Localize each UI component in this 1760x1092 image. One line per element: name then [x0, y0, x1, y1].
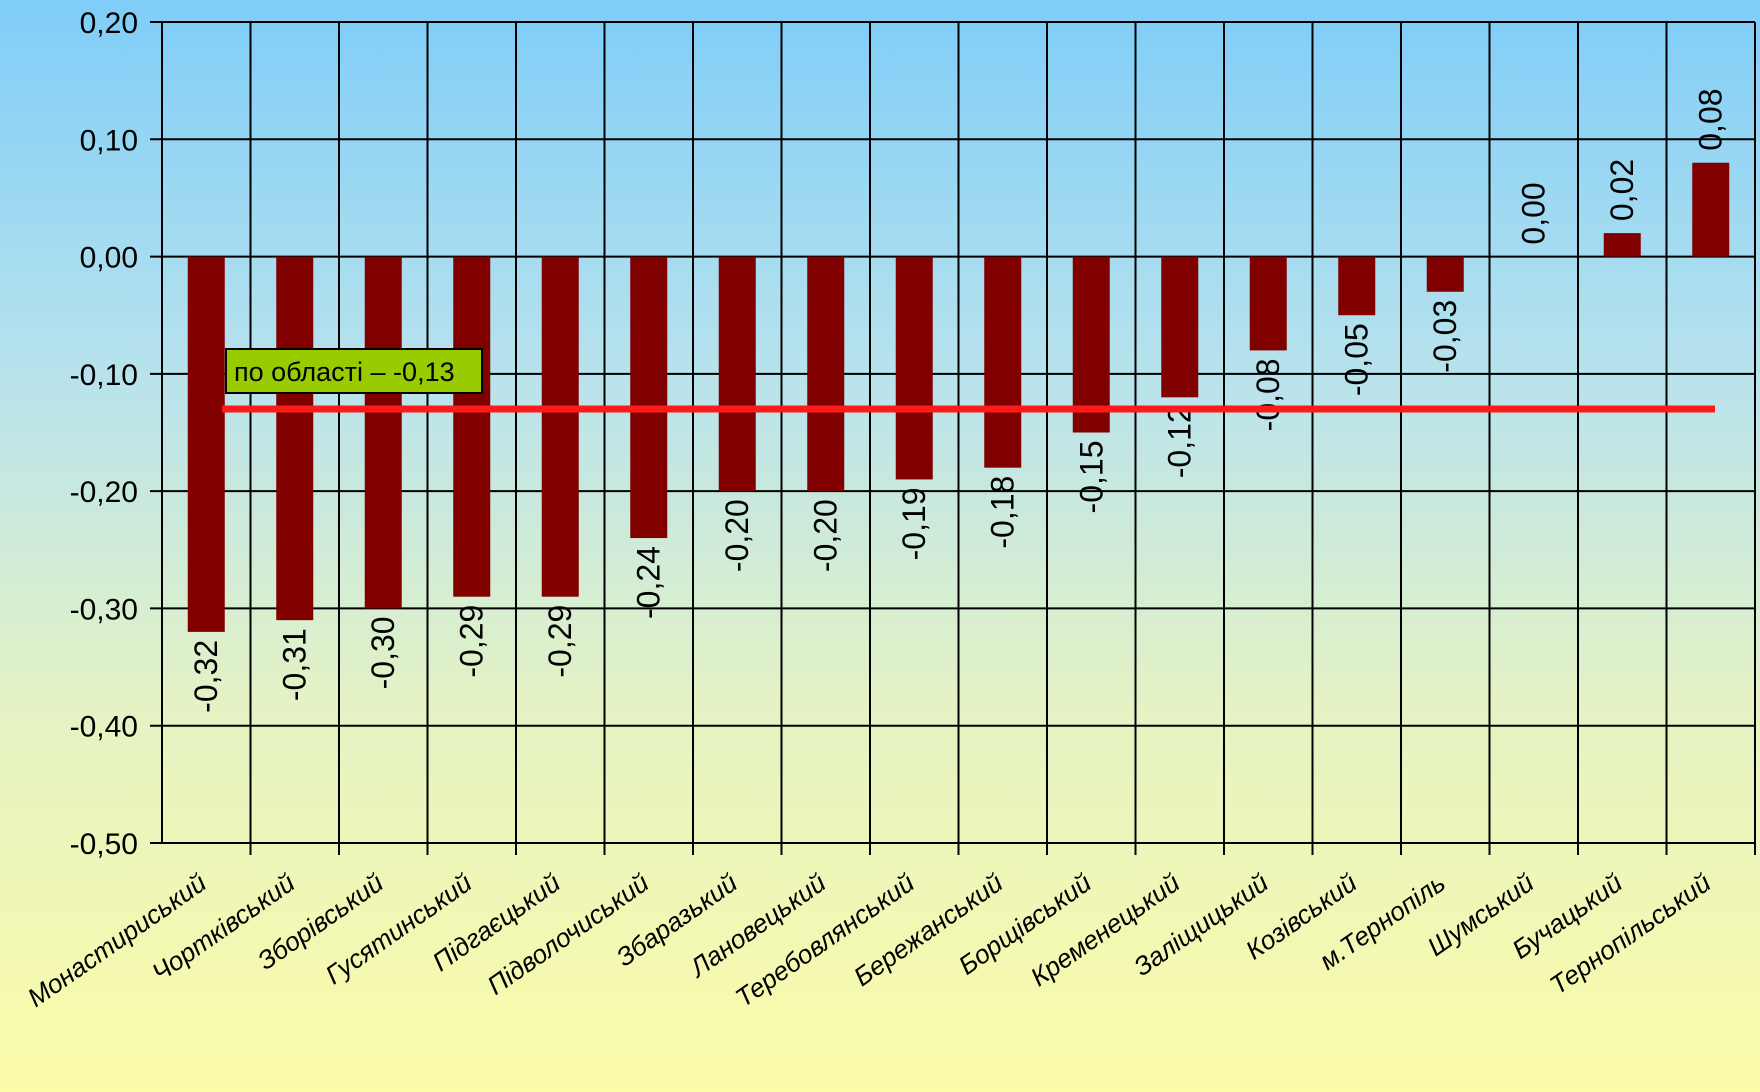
- value-label: -0,20: [808, 499, 844, 572]
- y-tick-label: 0,20: [80, 7, 138, 40]
- value-label: -0,18: [985, 476, 1021, 549]
- value-label: -0,05: [1339, 323, 1375, 396]
- category-label: Бережанський: [848, 867, 1008, 992]
- x-axis-labels: МонастириськийЧортківськийЗборівськийГус…: [22, 867, 1716, 1013]
- regional-average-label-box: [225, 348, 483, 394]
- value-label: -0,32: [188, 640, 224, 713]
- bar: [895, 256, 933, 480]
- value-label: -0,08: [1250, 358, 1286, 431]
- y-tick-label: -0,10: [70, 359, 138, 392]
- regional-average-label: по області – -0,13: [234, 357, 455, 387]
- value-label: 0,02: [1604, 159, 1640, 221]
- bar: [807, 256, 845, 492]
- y-tick-label: -0,20: [70, 476, 138, 509]
- y-tick-label: -0,50: [70, 828, 138, 861]
- bar: [1072, 256, 1110, 433]
- y-axis-ticks: 0,20 0,10 0,00 -0,10 -0,20 -0,30 -0,40 -0,50: [70, 7, 138, 861]
- bar: [1692, 162, 1730, 257]
- value-label: -0,20: [719, 499, 755, 572]
- bar: [1338, 256, 1376, 316]
- category-label: Підволочиський: [482, 867, 655, 1000]
- category-label: Кременецький: [1025, 867, 1185, 992]
- value-label: -0,12: [1162, 405, 1198, 478]
- bar: [187, 256, 225, 632]
- reference-line-group: по області – -0,13: [222, 348, 1715, 413]
- bar: [984, 256, 1022, 468]
- bar: [1249, 256, 1287, 351]
- value-label: -0,30: [365, 616, 401, 689]
- bar: [1161, 256, 1199, 398]
- grid: [150, 21, 1756, 855]
- y-tick-label: -0,40: [70, 711, 138, 744]
- value-label: -0,31: [277, 628, 313, 701]
- bar: [453, 256, 491, 597]
- bar: [276, 256, 314, 621]
- bar: [541, 256, 579, 597]
- value-labels: -0,32 -0,31 -0,30 -0,29 -0,29 -0,24 -0,20 -0,20…: [188, 88, 1729, 712]
- y-tick-label: 0,10: [80, 124, 138, 157]
- value-label: 0,08: [1693, 88, 1729, 150]
- value-label: -0,15: [1073, 441, 1109, 514]
- y-tick-label: 0,00: [80, 242, 138, 275]
- value-label: -0,24: [631, 546, 667, 619]
- category-label: Тернопільський: [1544, 867, 1716, 1000]
- value-label: -0,29: [542, 605, 578, 678]
- bar: [1603, 233, 1641, 257]
- y-tick-label: -0,30: [70, 593, 138, 626]
- bars: [187, 162, 1730, 632]
- bar: [630, 256, 668, 539]
- value-label: -0,19: [896, 487, 932, 560]
- bar: [364, 256, 402, 609]
- category-label: Гусятинський: [320, 867, 477, 990]
- value-label: -0,29: [454, 605, 490, 678]
- bar: [718, 256, 756, 492]
- value-label: -0,03: [1427, 300, 1463, 373]
- value-label: 0,00: [1516, 182, 1552, 244]
- bar: [1426, 256, 1464, 292]
